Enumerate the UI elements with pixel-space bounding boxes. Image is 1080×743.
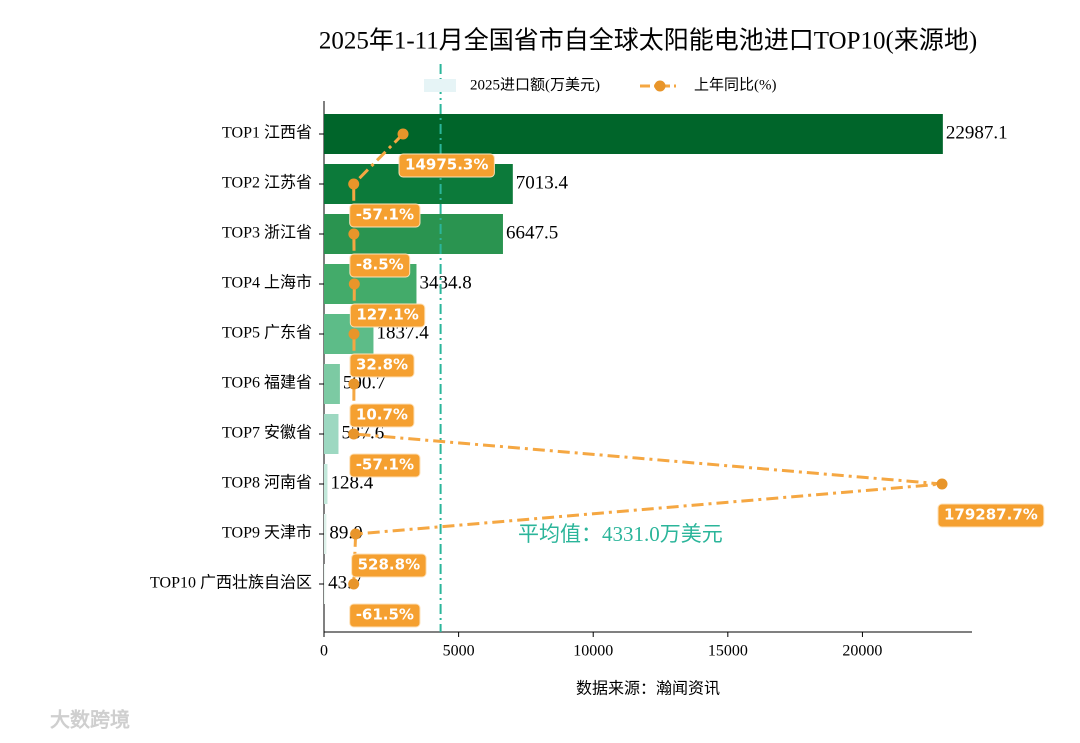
x-tick-label: 0 <box>320 643 328 660</box>
y-tick-label: TOP10 广西壮族自治区 <box>150 574 312 592</box>
yoy-badge-box <box>349 353 415 378</box>
yoy-point <box>348 328 360 340</box>
yoy-value-label: -61.5% <box>356 606 414 624</box>
legend-swatch <box>424 79 456 92</box>
yoy-value-badge: -8.5% <box>349 253 411 278</box>
yoy-badge-box <box>349 203 421 228</box>
legend-label: 上年同比(%) <box>694 76 777 93</box>
bar <box>324 514 327 554</box>
yoy-value-label: -57.1% <box>356 206 414 224</box>
yoy-value-badge: 32.8% <box>349 353 415 378</box>
watermark: 大数跨境 <box>50 708 130 732</box>
bar-value-label: 1837.4 <box>376 322 429 343</box>
yoy-badge-box <box>349 453 421 478</box>
average-label: 平均值：4331.0万美元 <box>518 522 723 546</box>
yoy-point <box>350 528 362 540</box>
bar-value-label: 22987.1 <box>946 122 1008 143</box>
x-tick-label: 10000 <box>573 643 613 660</box>
yoy-value-label: 10.7% <box>356 406 408 424</box>
yoy-value-badge: -57.1% <box>349 203 421 228</box>
bar <box>324 464 328 504</box>
yoy-point <box>348 178 360 190</box>
legend-marker <box>654 80 666 92</box>
bar <box>324 564 326 604</box>
bar-value-label: 128.4 <box>330 472 373 493</box>
yoy-value-badge: 127.1% <box>349 303 426 328</box>
yoy-point <box>348 228 360 240</box>
y-tick-label: TOP8 河南省 <box>222 474 312 492</box>
yoy-value-label: 14975.3% <box>405 156 488 174</box>
yoy-value-badge: 10.7% <box>349 403 415 428</box>
x-tick-label: 15000 <box>708 643 748 660</box>
yoy-value-label: -57.1% <box>356 456 414 474</box>
y-tick-label: TOP1 江西省 <box>222 124 312 142</box>
yoy-value-badge: -61.5% <box>349 603 421 628</box>
yoy-badge-box <box>349 253 411 278</box>
bar-value-label: 3434.8 <box>419 272 471 293</box>
x-tick-label: 5000 <box>443 643 475 660</box>
yoy-badge-box <box>937 503 1045 528</box>
yoy-point <box>348 428 360 440</box>
yoy-point <box>348 378 360 390</box>
bar <box>324 114 943 154</box>
yoy-badge-box <box>351 553 427 578</box>
yoy-value-badge: 14975.3% <box>398 153 495 178</box>
yoy-badge-box <box>398 153 495 178</box>
yoy-line <box>352 132 943 585</box>
y-tick-label: TOP9 天津市 <box>222 524 312 542</box>
yoy-badge-box <box>349 303 426 328</box>
bar-value-label: 7013.4 <box>516 172 569 193</box>
y-tick-label: TOP4 上海市 <box>222 274 312 292</box>
yoy-point <box>936 478 948 490</box>
legend-label: 2025进口额(万美元) <box>470 76 600 93</box>
yoy-point <box>348 278 360 290</box>
chart-title: 2025年1-11月全国省市自全球太阳能电池进口TOP10(来源地) <box>319 27 977 55</box>
x-tick-label: 20000 <box>842 643 882 660</box>
yoy-value-label: 127.1% <box>356 306 418 324</box>
yoy-value-badge: 528.8% <box>351 553 427 578</box>
yoy-point <box>397 128 409 140</box>
y-tick-label: TOP2 江苏省 <box>222 174 312 192</box>
bar-value-label: 6647.5 <box>506 222 558 243</box>
yoy-value-label: 528.8% <box>358 556 420 574</box>
bar <box>324 414 339 454</box>
yoy-value-badge: 179287.7% <box>937 503 1045 528</box>
y-tick-label: TOP5 广东省 <box>222 324 312 342</box>
yoy-badge-box <box>349 603 421 628</box>
yoy-point <box>348 578 360 590</box>
bar <box>324 364 340 404</box>
yoy-value-badge: -57.1% <box>349 453 421 478</box>
y-tick-label: TOP6 福建省 <box>222 374 312 392</box>
x-axis-label: 数据来源：瀚闻资讯 <box>576 680 720 698</box>
y-tick-label: TOP3 浙江省 <box>222 224 312 242</box>
yoy-value-label: -8.5% <box>356 256 404 274</box>
yoy-value-label: 179287.7% <box>944 506 1038 524</box>
yoy-value-label: 32.8% <box>356 356 408 374</box>
yoy-badge-box <box>349 403 415 428</box>
y-tick-label: TOP7 安徽省 <box>222 424 312 442</box>
